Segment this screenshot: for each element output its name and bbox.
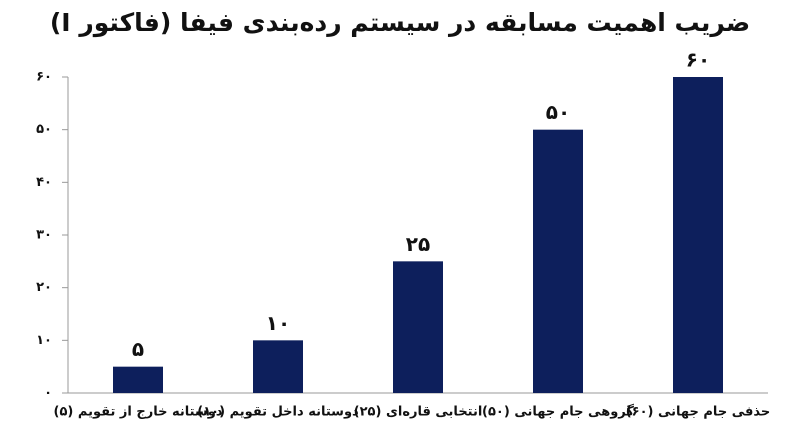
value-label: ۲۵ xyxy=(406,232,430,256)
y-tick-label: ۳۰ xyxy=(36,228,52,243)
bar xyxy=(393,261,443,393)
bar xyxy=(113,366,163,393)
value-label: ۶۰ xyxy=(686,48,710,72)
x-tick-label: دوستانه خارج از تقویم (۵) xyxy=(54,405,223,420)
y-tick-label: ۴۰ xyxy=(36,175,52,190)
value-label: ۵۰ xyxy=(546,100,570,124)
y-tick-label: ۶۰ xyxy=(36,70,52,85)
bar xyxy=(253,340,303,393)
x-tick-label: حذفی جام جهانی (۶۰) xyxy=(626,405,771,420)
bar xyxy=(533,129,583,393)
value-label: ۵ xyxy=(132,337,144,361)
x-tick-label: انتخابی قاره‌ای (۲۵) xyxy=(354,405,483,420)
y-tick-label: ۲۰ xyxy=(36,280,52,295)
y-tick-label: ۵۰ xyxy=(36,122,52,137)
y-tick-label: ۰ xyxy=(44,386,52,401)
x-tick-label: گروهی جام جهانی (۵۰) xyxy=(482,404,634,420)
value-label: ۱۰ xyxy=(266,311,290,335)
x-tick-label: دوستانه داخل تقویم (۱۰) xyxy=(197,405,359,420)
bar xyxy=(673,77,723,393)
chart-title: ضریب اهمیت مسابقه در سیستم رده‌بندی فیفا… xyxy=(50,8,750,38)
y-tick-label: ۱۰ xyxy=(36,333,52,348)
